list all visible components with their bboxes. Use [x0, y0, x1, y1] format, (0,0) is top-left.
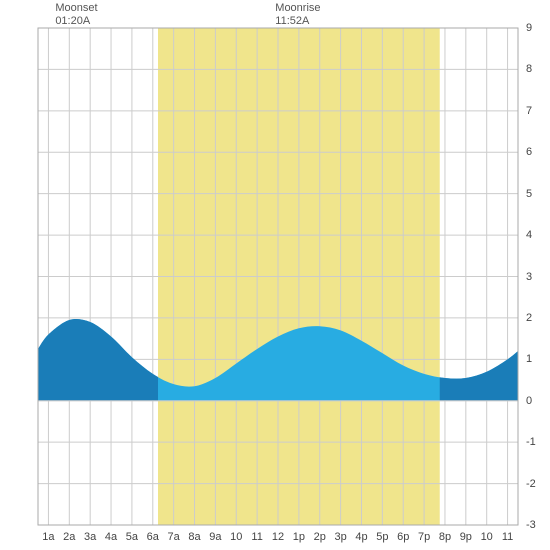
x-tick-label: 7p [418, 531, 430, 543]
x-tick-label: 8p [439, 531, 451, 543]
y-tick-label: -3 [526, 519, 536, 531]
chart-svg [0, 0, 550, 550]
x-tick-label: 11 [251, 531, 262, 543]
x-tick-label: 5a [126, 531, 138, 543]
y-tick-label: 0 [526, 395, 532, 407]
x-tick-label: 10 [481, 531, 493, 543]
x-tick-label: 11 [502, 531, 513, 543]
y-tick-label: 8 [526, 63, 532, 75]
moonrise-time: 11:52A [275, 15, 320, 28]
y-tick-label: 9 [526, 22, 532, 34]
moonrise-title: Moonrise [275, 2, 320, 15]
y-tick-label: 2 [526, 312, 532, 324]
y-tick-label: 6 [526, 146, 532, 158]
moonset-annotation: Moonset01:20A [55, 2, 97, 28]
x-tick-label: 6p [397, 531, 409, 543]
x-tick-label: 10 [230, 531, 242, 543]
x-tick-label: 1p [293, 531, 305, 543]
x-tick-label: 6a [147, 531, 159, 543]
x-tick-label: 3a [84, 531, 96, 543]
moonset-time: 01:20A [55, 15, 97, 28]
x-tick-label: 12 [272, 531, 284, 543]
x-tick-label: 4a [105, 531, 117, 543]
x-tick-label: 3p [334, 531, 346, 543]
y-tick-label: 4 [526, 229, 532, 241]
x-tick-label: 4p [355, 531, 367, 543]
y-tick-label: 5 [526, 188, 532, 200]
y-tick-label: 3 [526, 271, 532, 283]
x-tick-label: 7a [168, 531, 180, 543]
x-tick-label: 2a [63, 531, 75, 543]
x-tick-label: 2p [314, 531, 326, 543]
moonset-title: Moonset [55, 2, 97, 15]
y-tick-label: -1 [526, 436, 536, 448]
y-tick-label: 7 [526, 105, 532, 117]
x-tick-label: 9a [209, 531, 221, 543]
tide-chart: 1a2a3a4a5a6a7a8a9a1011121p2p3p4p5p6p7p8p… [0, 0, 550, 550]
x-tick-label: 1a [42, 531, 54, 543]
x-tick-label: 9p [460, 531, 472, 543]
y-tick-label: -2 [526, 478, 536, 490]
x-tick-label: 8a [188, 531, 200, 543]
x-tick-label: 5p [376, 531, 388, 543]
y-tick-label: 1 [526, 353, 532, 365]
moonrise-annotation: Moonrise11:52A [275, 2, 320, 28]
